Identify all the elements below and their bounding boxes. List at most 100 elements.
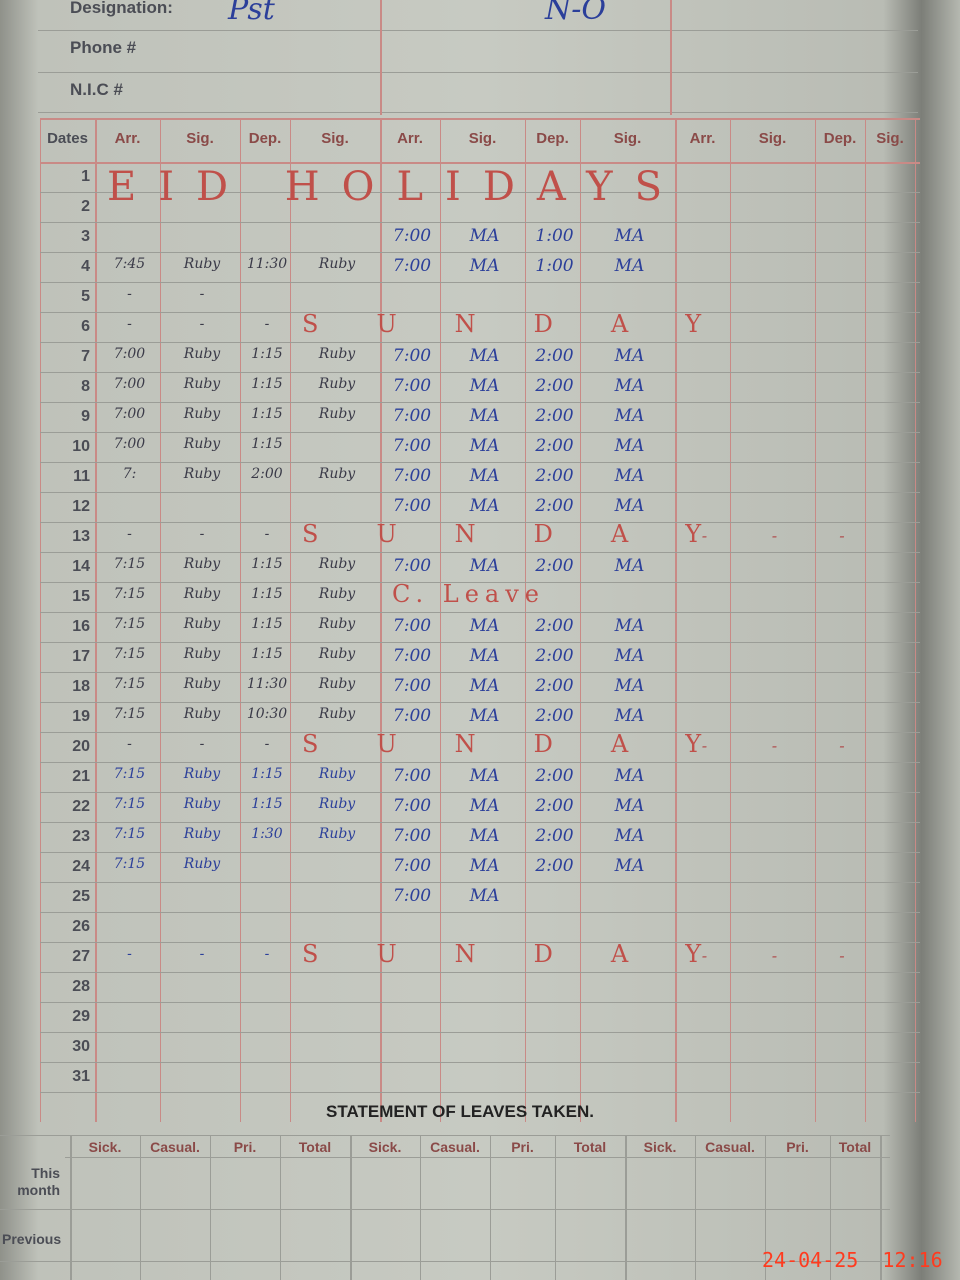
- row-line: [40, 1092, 920, 1093]
- column-line: [490, 1135, 491, 1280]
- column-line: [350, 1135, 352, 1280]
- entry: 1:15: [251, 586, 283, 602]
- entry: Ruby: [318, 826, 356, 842]
- note: SUNDAY: [302, 940, 760, 968]
- entry: -: [839, 946, 845, 965]
- entry: 7:15: [113, 826, 146, 842]
- entry: 7:00: [392, 436, 432, 456]
- entry: MA: [614, 616, 645, 636]
- entry: Ruby: [318, 766, 356, 782]
- entry: Ruby: [318, 796, 356, 812]
- entry: MA: [469, 616, 500, 636]
- row-line: [40, 222, 920, 223]
- entry: -: [701, 736, 708, 755]
- note: SUNDAY: [302, 730, 760, 758]
- date: 7: [81, 348, 90, 365]
- entry: -: [127, 316, 132, 332]
- rule: [0, 1135, 890, 1136]
- field-label: N.I.C #: [70, 80, 123, 99]
- statement-header: Casual.: [430, 1139, 480, 1155]
- entry: 7:00: [392, 706, 432, 726]
- row-line: [40, 612, 920, 613]
- entry: -: [771, 736, 778, 755]
- entry: 1:00: [535, 226, 574, 246]
- entry: Ruby: [318, 706, 356, 722]
- entry: MA: [614, 406, 645, 426]
- row-line: [40, 342, 920, 343]
- entry: 7:00: [392, 616, 432, 636]
- entry: 1:30: [251, 826, 283, 842]
- date: 16: [72, 618, 90, 635]
- entry: 2:00: [535, 466, 574, 486]
- entry: MA: [469, 796, 500, 816]
- row-line: [40, 882, 920, 883]
- statement-header: Total: [838, 1139, 872, 1155]
- entry: MA: [469, 466, 500, 486]
- row-line: [40, 522, 920, 523]
- entry: Ruby: [183, 436, 221, 452]
- note: SUNDAY: [302, 520, 760, 548]
- entry: 2:00: [535, 496, 574, 516]
- column-line: [210, 1135, 211, 1280]
- entry: -: [701, 526, 708, 545]
- statement-header: Sick.: [643, 1139, 677, 1155]
- entry: 7:: [122, 466, 137, 482]
- column-header: Dep.: [248, 130, 282, 147]
- entry: -: [264, 316, 270, 332]
- column-line: [765, 1135, 766, 1280]
- entry: -: [199, 286, 205, 302]
- column-header: Arr.: [689, 130, 716, 147]
- column-line: [625, 1135, 627, 1280]
- entry: MA: [469, 886, 500, 906]
- entry: 7:00: [392, 766, 432, 786]
- entry: Ruby: [183, 856, 221, 872]
- entry: 7:00: [392, 226, 432, 246]
- entry: 2:00: [535, 406, 574, 426]
- date: 31: [72, 1068, 90, 1085]
- date: 4: [81, 258, 90, 275]
- date: 8: [81, 378, 90, 395]
- column-line: [675, 118, 677, 1122]
- entry: Ruby: [183, 676, 221, 692]
- entry: MA: [469, 646, 500, 666]
- note: EID HOLIDAYS: [107, 164, 684, 210]
- date: 22: [72, 798, 90, 815]
- timestamp: 24-04-25 12:16: [762, 1248, 943, 1272]
- column-line: [95, 118, 97, 1122]
- date: 23: [72, 828, 90, 845]
- entry: MA: [614, 796, 645, 816]
- date: 18: [72, 678, 90, 695]
- date: 15: [72, 588, 90, 605]
- entry: MA: [469, 226, 500, 246]
- entry: -: [701, 946, 708, 965]
- row-line: [40, 822, 920, 823]
- date: 20: [72, 738, 90, 755]
- statement-header: Pri.: [786, 1139, 809, 1155]
- statement-header: Sick.: [88, 1139, 122, 1155]
- entry: 2:00: [251, 466, 283, 482]
- entry: Ruby: [183, 346, 221, 362]
- entry: MA: [614, 496, 645, 516]
- column-header: Sig.: [613, 130, 642, 147]
- entry: 11:30: [246, 256, 288, 272]
- note: C. Leave: [392, 580, 545, 608]
- statement-header: Casual.: [150, 1139, 200, 1155]
- entry: Ruby: [318, 586, 356, 602]
- entry: -: [771, 526, 778, 545]
- statement-header: Casual.: [705, 1139, 755, 1155]
- entry: MA: [614, 646, 645, 666]
- row-line: [40, 702, 920, 703]
- entry: 1:15: [251, 406, 283, 422]
- row-line: [40, 762, 920, 763]
- entry: Ruby: [318, 256, 356, 272]
- entry: MA: [614, 346, 645, 366]
- entry: MA: [469, 856, 500, 876]
- entry: MA: [614, 706, 645, 726]
- entry: 7:15: [113, 856, 146, 872]
- date: 27: [72, 948, 90, 965]
- row-line: [40, 372, 920, 373]
- entry: 1:15: [251, 436, 283, 452]
- entry: Ruby: [183, 706, 221, 722]
- entry: Ruby: [183, 646, 221, 662]
- row-line: [40, 1002, 920, 1003]
